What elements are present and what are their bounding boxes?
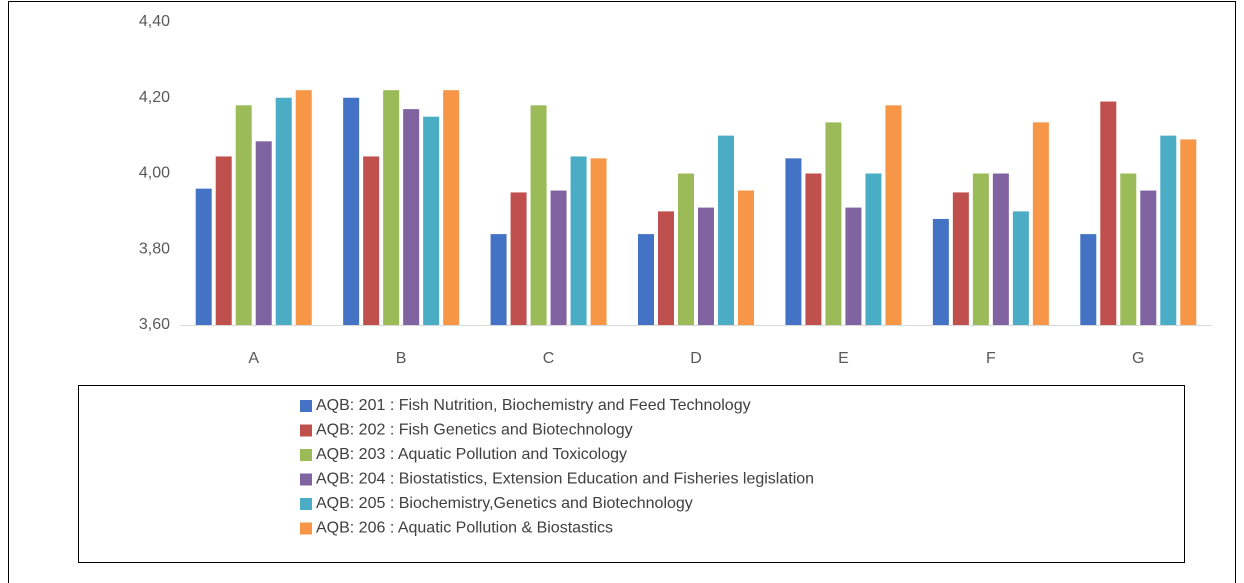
bar — [952, 192, 969, 325]
bar — [785, 158, 802, 325]
bar — [738, 190, 754, 325]
x-tick-label: F — [986, 350, 996, 367]
x-tick-label: E — [838, 350, 849, 367]
bar — [275, 97, 292, 325]
bar — [490, 234, 507, 325]
bar — [1100, 101, 1117, 325]
bar — [698, 207, 714, 325]
x-tick-label: G — [1132, 350, 1144, 367]
bar — [992, 173, 1009, 325]
bar — [825, 122, 842, 326]
bar — [530, 105, 547, 325]
bar — [235, 105, 252, 325]
x-tick-label: D — [690, 350, 702, 367]
legend-label: AQB: 201 : Fish Nutrition, Biochemistry … — [316, 397, 751, 414]
bar — [805, 173, 822, 325]
legend-label: AQB: 203 : Aquatic Pollution and Toxicol… — [316, 446, 627, 463]
legend-swatch — [300, 498, 312, 510]
bar — [383, 90, 400, 325]
bar — [658, 211, 674, 325]
x-tick-label: B — [396, 350, 407, 367]
bar — [845, 207, 862, 325]
x-tick-label: C — [543, 350, 555, 367]
bar — [510, 192, 527, 325]
legend-label: AQB: 205 : Biochemistry,Genetics and Bio… — [316, 495, 693, 512]
bar — [363, 156, 380, 325]
chart-frame — [8, 1, 1236, 583]
bar — [1032, 122, 1049, 326]
bar — [885, 105, 902, 325]
bar — [550, 190, 567, 325]
bar — [255, 141, 272, 325]
bar — [295, 90, 312, 325]
y-tick-label: 3,80 — [139, 240, 170, 257]
y-tick-label: 4,00 — [139, 165, 170, 182]
bar — [718, 135, 734, 325]
bar — [343, 97, 360, 325]
bar — [423, 116, 440, 325]
bar — [215, 156, 232, 325]
legend-box — [78, 385, 1185, 563]
legend: AQB: 201 : Fish Nutrition, Biochemistry … — [300, 397, 814, 537]
bar — [932, 218, 949, 325]
y-tick-label: 4,20 — [139, 89, 170, 106]
bar — [570, 156, 587, 325]
bar — [443, 90, 460, 325]
legend-swatch — [300, 449, 312, 461]
bar — [678, 173, 694, 325]
bar — [865, 173, 882, 325]
legend-label: AQB: 202 : Fish Genetics and Biotechnolo… — [316, 422, 633, 439]
bar — [1140, 190, 1157, 325]
bar — [195, 188, 212, 325]
bar — [1012, 211, 1029, 325]
bar — [1180, 139, 1197, 325]
legend-swatch — [300, 522, 312, 535]
bar — [638, 234, 654, 325]
legend-swatch — [300, 400, 312, 412]
legend-swatch — [300, 473, 312, 486]
bar — [972, 173, 989, 325]
y-tick-label: 4,40 — [139, 13, 170, 30]
legend-label: AQB: 204 : Biostatistics, Extension Educ… — [316, 471, 814, 488]
legend-swatch — [300, 424, 312, 437]
bar — [1120, 173, 1137, 325]
legend-label: AQB: 206 : Aquatic Pollution & Biostasti… — [316, 520, 613, 537]
y-tick-label: 3,60 — [139, 316, 170, 333]
x-tick-label: A — [248, 350, 259, 367]
bar — [403, 109, 420, 325]
bar — [590, 158, 607, 325]
bar — [1160, 135, 1177, 325]
bar — [1080, 234, 1097, 325]
